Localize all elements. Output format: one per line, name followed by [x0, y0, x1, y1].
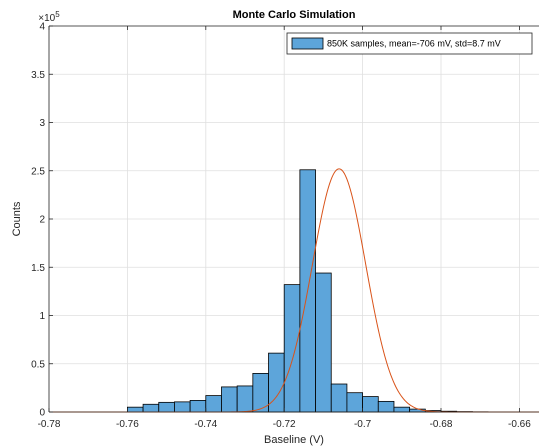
histogram-bar [142, 403, 160, 413]
y-axis-label: Counts [11, 201, 23, 236]
histogram-bar [283, 284, 301, 413]
x-tick-label: -0.66 [508, 419, 531, 430]
histogram-bar [315, 272, 332, 413]
legend-box [286, 32, 533, 55]
histogram-bar [189, 400, 207, 413]
chart-title: Monte Carlo Simulation [233, 9, 356, 21]
histogram-bar [236, 385, 254, 413]
x-tick-label: -0.76 [116, 419, 139, 430]
histogram-bar [221, 386, 238, 413]
histogram-bar [346, 392, 364, 413]
y-tick-label: 1 [39, 311, 45, 322]
histogram-bar [377, 400, 395, 413]
legend-label: 850K samples, mean=-706 mV, std=8.7 mV [327, 39, 501, 49]
histogram-bar [393, 406, 411, 413]
histogram-bar [127, 406, 144, 413]
histogram-bar [158, 401, 175, 413]
y-tick-label: 1.5 [31, 263, 45, 274]
x-tick-label: -0.72 [273, 419, 296, 430]
y-exponent-power: 5 [55, 10, 60, 19]
x-tick-label: -0.7 [354, 419, 372, 430]
y-tick-label: 4 [39, 22, 45, 33]
histogram-bar [362, 396, 379, 413]
y-tick-label: 2.5 [31, 166, 45, 177]
y-tick-label: 3.5 [31, 70, 45, 81]
x-tick-label: -0.78 [38, 419, 61, 430]
x-tick-label: -0.68 [430, 419, 453, 430]
y-tick-label: 2 [39, 215, 45, 226]
y-axis-ticks: 0 0.5 1 1.5 2 2.5 3 3.5 4 [31, 22, 53, 419]
legend-swatch [291, 37, 324, 50]
x-axis-ticks: -0.78 -0.76 -0.74 -0.72 -0.7 -0.68 -0.66 [38, 26, 531, 430]
y-tick-label: 0.5 [31, 359, 45, 370]
y-tick-label: 3 [39, 118, 45, 129]
y-tick-label: 0 [39, 408, 45, 419]
legend: 850K samples, mean=-706 mV, std=8.7 mV [286, 32, 533, 55]
histogram-bar [205, 395, 222, 413]
x-tick-label: -0.74 [194, 419, 217, 430]
histogram-bar [174, 401, 191, 413]
histogram-bar [330, 383, 348, 413]
y-exponent-label: ×105 [38, 10, 60, 24]
x-axis-label: Baseline (V) [264, 434, 324, 446]
